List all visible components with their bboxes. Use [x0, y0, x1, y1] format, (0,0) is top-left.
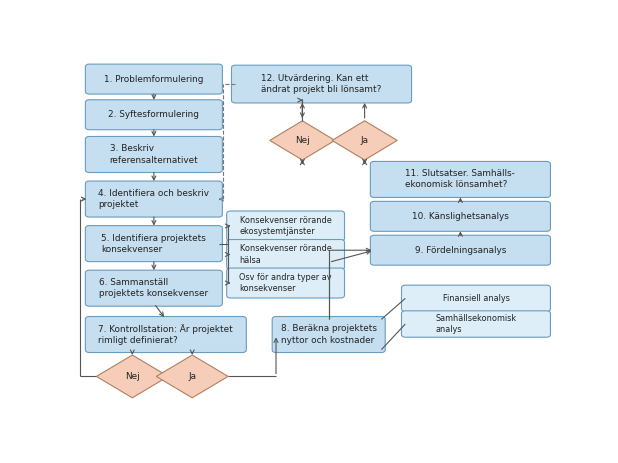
FancyBboxPatch shape — [272, 317, 385, 352]
Text: 5. Identifiera projektets
konsekvenser: 5. Identifiera projektets konsekvenser — [101, 233, 206, 254]
FancyBboxPatch shape — [402, 285, 551, 312]
FancyBboxPatch shape — [85, 317, 247, 352]
Text: 7. Kontrollstation: Är projektet
rimligt definierat?: 7. Kontrollstation: Är projektet rimligt… — [98, 324, 233, 345]
Text: 3. Beskriv
referensalternativet: 3. Beskriv referensalternativet — [109, 144, 198, 164]
Text: Finansiell analys: Finansiell analys — [442, 294, 509, 303]
FancyBboxPatch shape — [370, 235, 551, 265]
FancyBboxPatch shape — [227, 239, 344, 269]
Polygon shape — [156, 355, 228, 398]
Text: Nej: Nej — [295, 136, 310, 145]
Text: 6. Sammanställ
projektets konsekvenser: 6. Sammanställ projektets konsekvenser — [99, 278, 208, 298]
FancyBboxPatch shape — [227, 268, 344, 298]
Text: 10. Känslighetsanalys: 10. Känslighetsanalys — [412, 212, 509, 221]
FancyBboxPatch shape — [85, 64, 222, 94]
FancyBboxPatch shape — [227, 211, 344, 241]
Polygon shape — [96, 355, 168, 398]
Polygon shape — [270, 121, 335, 160]
Text: 2. Syftesformulering: 2. Syftesformulering — [108, 110, 200, 119]
Text: 9. Fördelningsanalys: 9. Fördelningsanalys — [415, 246, 506, 255]
Text: 1. Problemformulering: 1. Problemformulering — [104, 75, 203, 84]
Text: Nej: Nej — [125, 372, 140, 381]
Text: Ja: Ja — [188, 372, 196, 381]
FancyBboxPatch shape — [85, 225, 222, 262]
FancyBboxPatch shape — [85, 100, 222, 130]
Polygon shape — [332, 121, 397, 160]
Text: 11. Slutsatser. Samhälls-
ekonomisk lönsamhet?: 11. Slutsatser. Samhälls- ekonomisk löns… — [405, 169, 515, 189]
Text: Konsekvenser rörande
hälsa: Konsekvenser rörande hälsa — [240, 244, 331, 264]
Text: 4. Identifiera och beskriv
projektet: 4. Identifiera och beskriv projektet — [98, 189, 210, 209]
FancyBboxPatch shape — [370, 162, 551, 197]
Text: Konsekvenser rörande
ekosystemtjänster: Konsekvenser rörande ekosystemtjänster — [240, 216, 331, 236]
FancyBboxPatch shape — [85, 181, 222, 217]
Text: 12. Utvärdering. Kan ett
ändrat projekt bli lönsamt?: 12. Utvärdering. Kan ett ändrat projekt … — [261, 74, 382, 94]
FancyBboxPatch shape — [85, 137, 222, 173]
Text: 8. Beräkna projektets
nyttor och kostnader: 8. Beräkna projektets nyttor och kostnad… — [281, 325, 377, 344]
FancyBboxPatch shape — [232, 65, 412, 103]
Text: Osv för andra typer av
konsekvenser: Osv för andra typer av konsekvenser — [239, 273, 332, 293]
FancyBboxPatch shape — [85, 270, 222, 306]
FancyBboxPatch shape — [402, 311, 551, 337]
FancyBboxPatch shape — [370, 201, 551, 232]
Text: Samhällsekonomisk
analys: Samhällsekonomisk analys — [436, 314, 517, 334]
Text: Ja: Ja — [361, 136, 368, 145]
